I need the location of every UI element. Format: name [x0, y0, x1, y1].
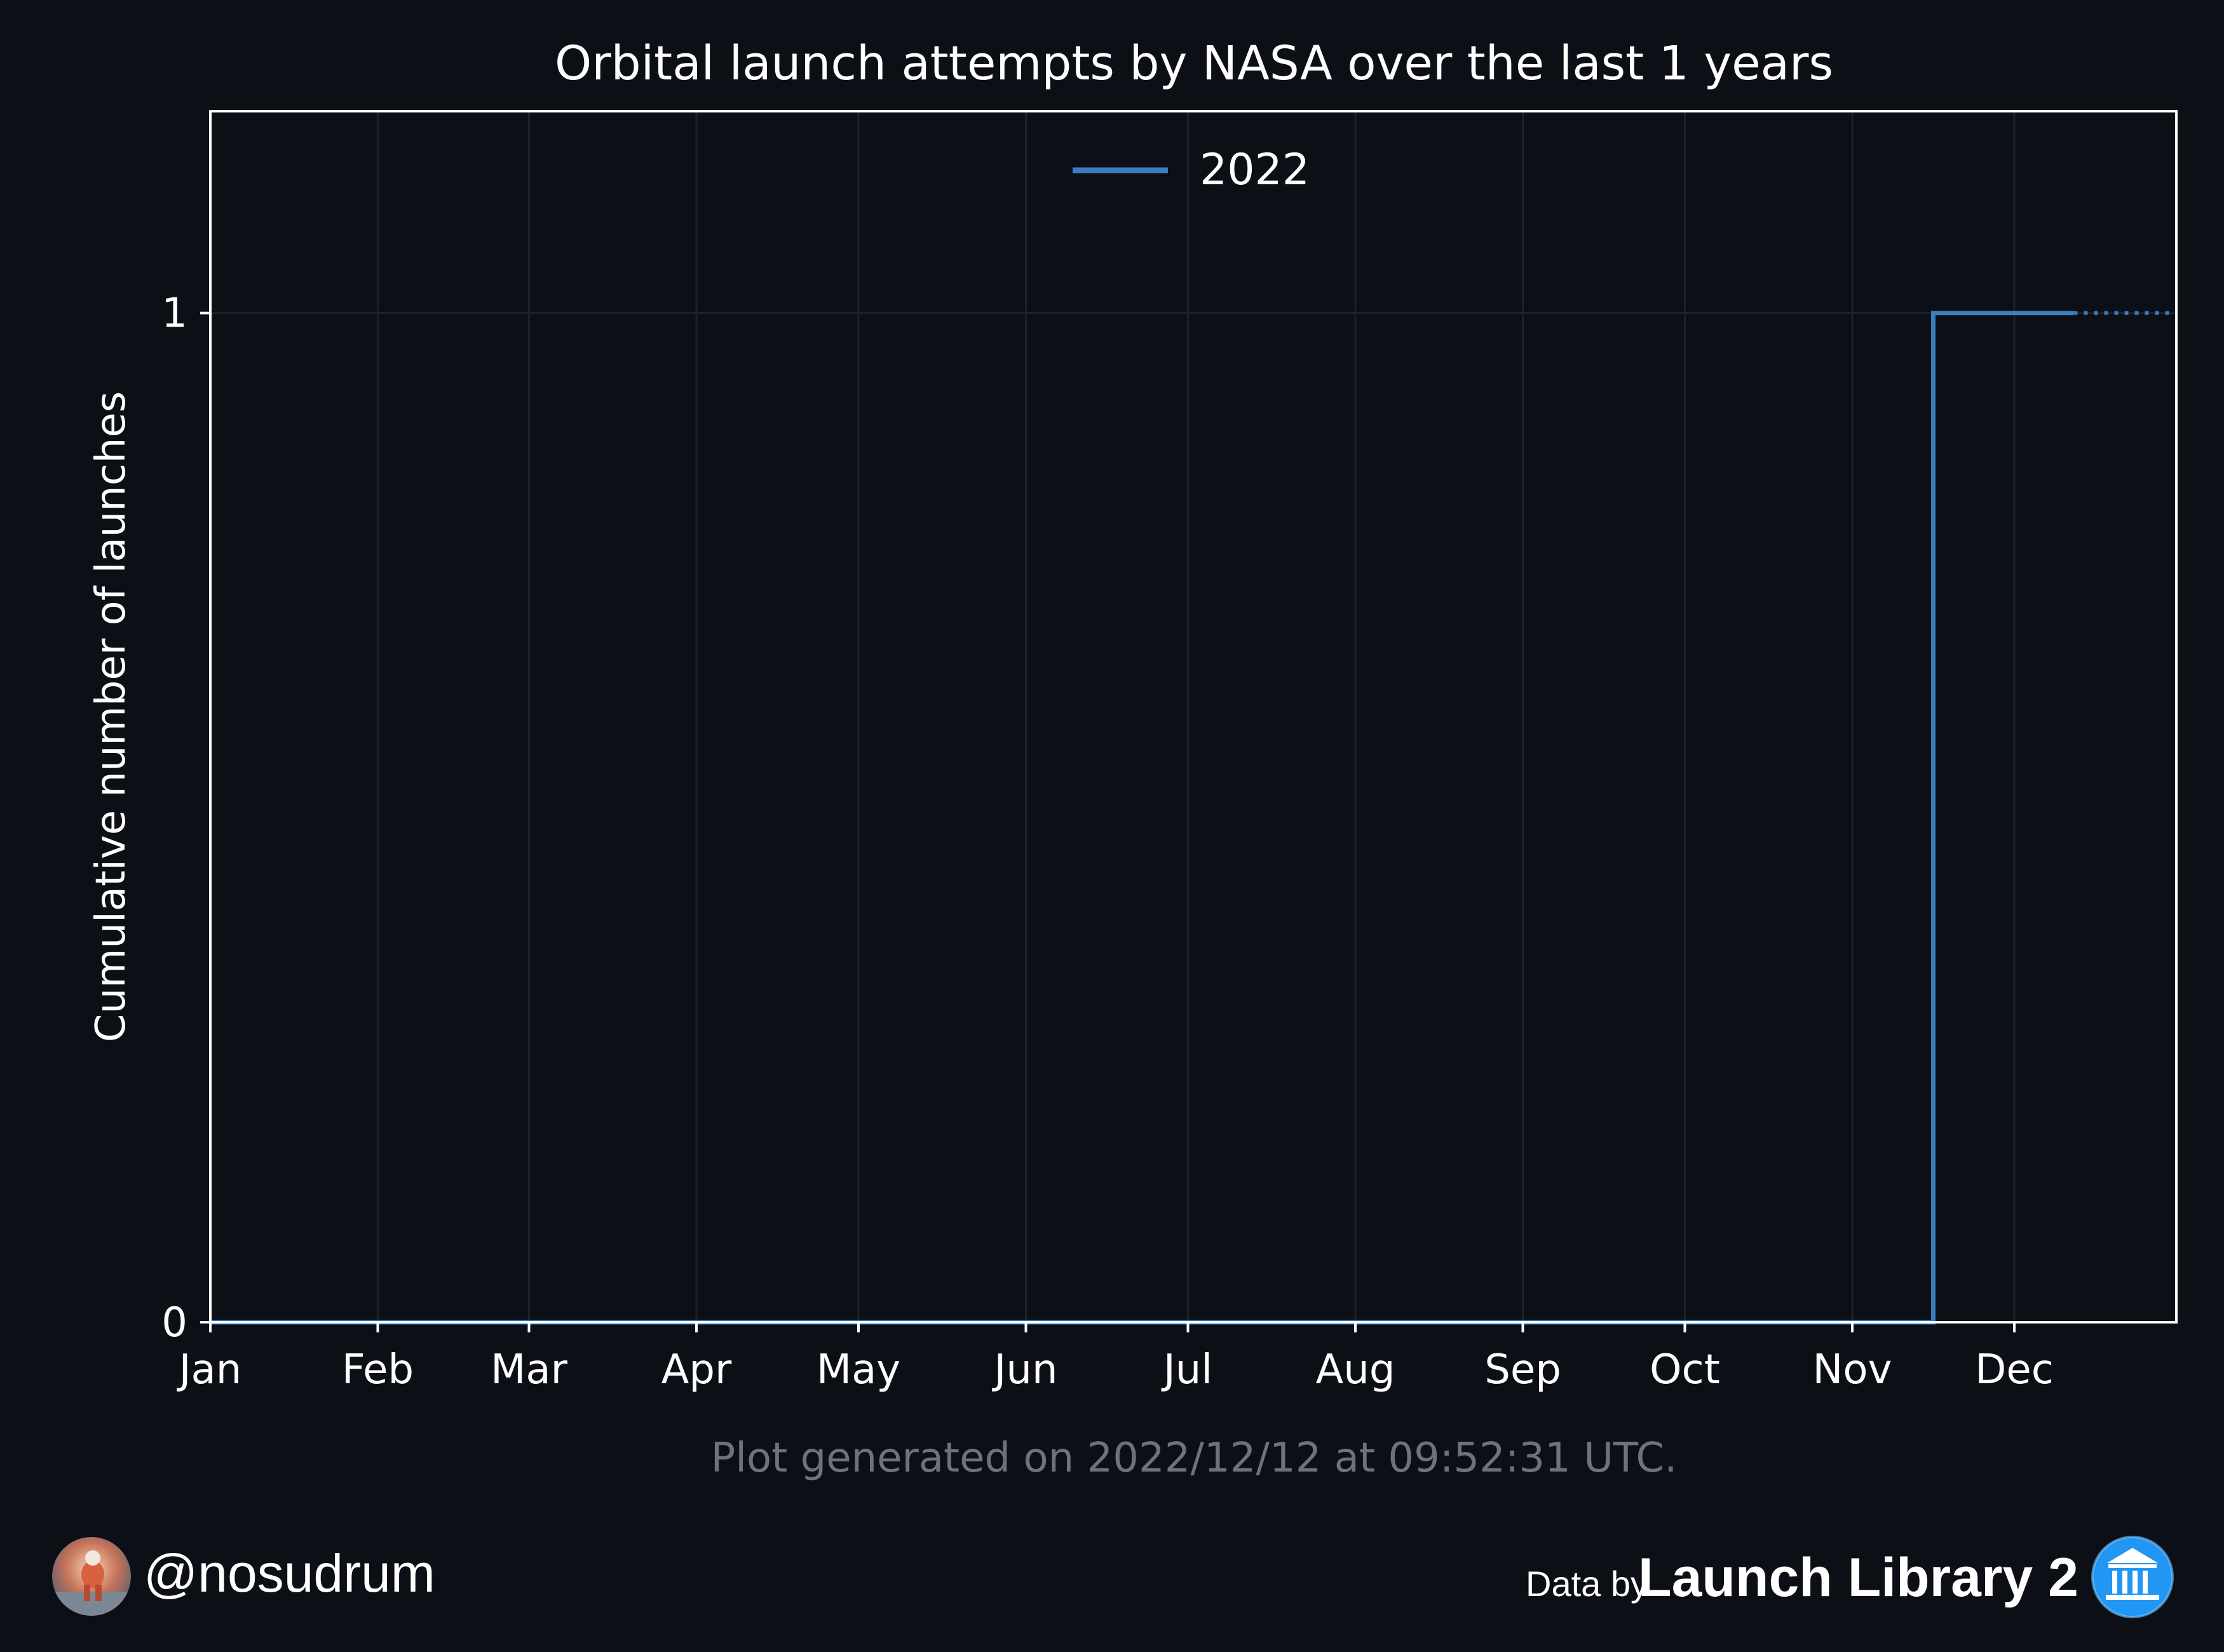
x-tick-label: Aug: [1316, 1346, 1395, 1393]
y-tick-label: 0: [161, 1299, 187, 1346]
x-axis: Jan Feb Mar Apr May Jun Jul Aug Sep Oct Nov Dec: [177, 1322, 2054, 1393]
legend: 2022: [1073, 145, 1310, 195]
plot-area: [210, 111, 2176, 1322]
y-axis: 01: [161, 290, 210, 1346]
x-tick-label: Oct: [1650, 1346, 1720, 1393]
launch-library-logo-icon: [2091, 1536, 2174, 1618]
x-tick-label: Jul: [1161, 1346, 1212, 1393]
data-source: Data by Launch Library 2: [1526, 1536, 2174, 1618]
generated-note: Plot generated on 2022/12/12 at 09:52:31…: [711, 1435, 1678, 1482]
x-tick-label: Jan: [177, 1346, 242, 1393]
author-handle: @nosudrum: [144, 1543, 435, 1603]
y-tick-label: 1: [161, 290, 187, 337]
data-source-name: Launch Library 2: [1638, 1547, 2078, 1608]
x-tick-label: May: [817, 1346, 900, 1393]
y-axis-label: Cumulative number of launches: [88, 391, 135, 1042]
author: @nosudrum: [52, 1537, 435, 1616]
x-tick-label: Mar: [491, 1346, 567, 1393]
x-tick-label: Dec: [1975, 1346, 2054, 1393]
data-by-label: Data by: [1526, 1564, 1648, 1604]
x-tick-label: Feb: [342, 1346, 414, 1393]
legend-label-2022: 2022: [1200, 145, 1310, 195]
x-tick-label: Jun: [992, 1346, 1058, 1393]
axes-frame: [209, 110, 2178, 1324]
astronaut-avatar-icon: [52, 1537, 131, 1616]
x-tick-label: Apr: [661, 1346, 732, 1393]
x-tick-label: Sep: [1484, 1346, 1561, 1393]
chart-title: Orbital launch attempts by NASA over the…: [555, 36, 1833, 91]
x-tick-label: Nov: [1813, 1346, 1892, 1393]
